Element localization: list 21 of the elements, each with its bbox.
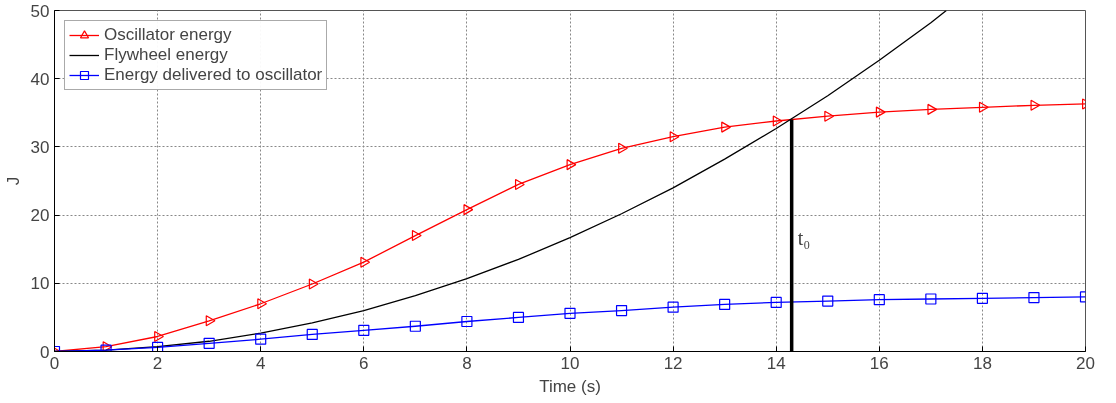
x-tick-label: 16 (869, 353, 889, 373)
x-tick-label: 6 (359, 353, 369, 373)
y-tick-label: 50 (30, 1, 50, 21)
y-tick-label: 40 (30, 69, 50, 89)
x-axis-title: Time (s) (539, 376, 601, 396)
y-tick-label: 10 (30, 274, 50, 294)
x-tick-label: 10 (560, 353, 580, 373)
y-tick-label: 30 (30, 137, 50, 157)
legend-label: Flywheel energy (104, 45, 228, 65)
y-axis-title: J (3, 176, 23, 186)
legend-label: Energy delivered to oscillator (104, 65, 323, 85)
x-tick-label: 4 (255, 353, 266, 373)
x-tick-label: 18 (972, 353, 992, 373)
annotation: t₀ (797, 227, 811, 250)
x-tick-label: 12 (663, 353, 683, 373)
x-tick-label: 8 (462, 353, 472, 373)
y-tick-label: 20 (30, 206, 50, 226)
x-tick-label: 2 (152, 353, 163, 373)
x-tick-label: 20 (1076, 353, 1095, 373)
legend-label: Oscillator energy (104, 25, 232, 45)
x-tick-label: 14 (766, 353, 786, 373)
